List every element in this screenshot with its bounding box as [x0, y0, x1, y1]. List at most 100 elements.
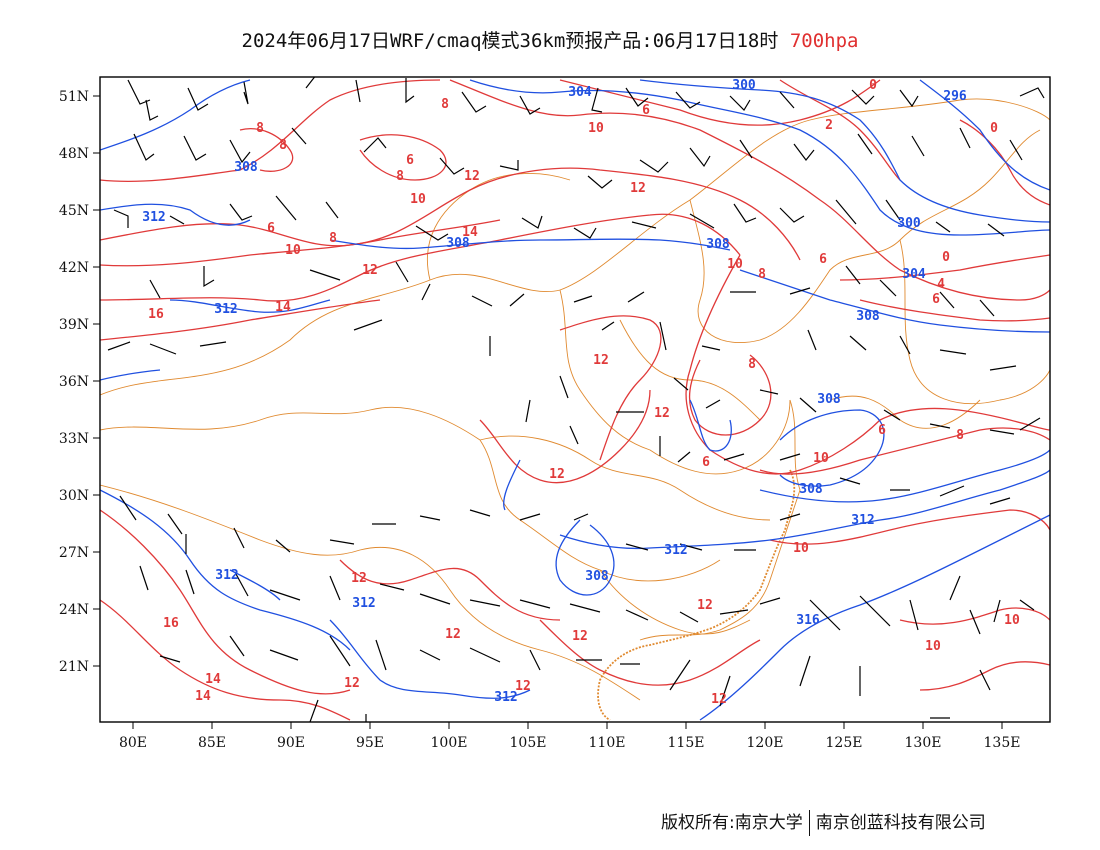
copyright-company: 南京创蓝科技有限公司	[815, 813, 986, 833]
copyright-owner: 版权所有:南京大学	[661, 813, 803, 833]
temp-label: 10	[793, 541, 809, 556]
height-label: 308	[234, 160, 258, 175]
lon-label: 125E	[826, 735, 863, 751]
temp-label: 12	[515, 679, 531, 694]
temp-label: 10	[588, 121, 604, 136]
temp-label: 6	[406, 153, 414, 168]
temp-label: 12	[654, 406, 670, 421]
height-label: 300	[732, 78, 756, 93]
lon-label: 120E	[747, 735, 784, 751]
temp-label: 6	[702, 455, 710, 470]
wind-barbs	[107, 77, 1045, 722]
height-label: 312	[214, 302, 237, 317]
height-label: 308	[817, 392, 841, 407]
height-label: 308	[446, 236, 470, 251]
temp-label: 14	[462, 225, 478, 240]
height-contours	[100, 79, 1050, 721]
temp-label: 12	[711, 692, 727, 707]
height-label: 312	[851, 513, 874, 528]
lat-label: 33N	[59, 431, 89, 447]
temp-label: 14	[205, 672, 221, 687]
temp-label: 8	[279, 138, 287, 153]
temp-label: 6	[878, 423, 886, 438]
temp-label: 12	[697, 598, 713, 613]
lon-ticks	[132, 722, 1003, 729]
lat-label: 51N	[59, 89, 89, 105]
temp-label: 8	[256, 121, 264, 136]
temp-label: 14	[195, 689, 211, 704]
plot-frame	[99, 76, 1051, 723]
lon-label: 80E	[119, 735, 147, 751]
temp-label: 16	[148, 307, 164, 322]
temp-label: 12	[445, 627, 461, 642]
temp-label: 12	[572, 629, 588, 644]
height-label: 312	[142, 210, 165, 225]
copyright-footer: 版权所有:南京大学 南京创蓝科技有限公司	[661, 808, 986, 836]
lon-label: 105E	[510, 735, 547, 751]
temp-label: 10	[813, 451, 829, 466]
lon-label: 90E	[277, 735, 305, 751]
temp-label: 10	[1004, 613, 1020, 628]
temp-label: 10	[410, 192, 426, 207]
lon-label: 130E	[905, 735, 942, 751]
temp-label: 2	[825, 118, 833, 133]
lat-label: 36N	[59, 374, 89, 390]
height-label: 312	[215, 568, 238, 583]
lon-label: 115E	[668, 735, 705, 751]
temp-label: 0	[990, 121, 998, 136]
lat-label: 21N	[59, 659, 89, 675]
lat-label: 24N	[59, 602, 89, 618]
temp-label: 8	[396, 169, 404, 184]
height-label: 316	[796, 613, 820, 628]
map-title: 2024年06月17日WRF/cmaq模式36km预报产品:06月17日18时 …	[0, 26, 1100, 53]
height-label: 304	[568, 85, 592, 100]
temp-label: 8	[758, 267, 766, 282]
admin-borders	[100, 98, 1050, 701]
temp-label: 14	[275, 300, 291, 315]
height-label: 308	[585, 569, 609, 584]
lat-labels: 51N 48N 45N 42N 39N 36N 33N 30N 27N 24N …	[59, 89, 89, 675]
lat-ticks	[93, 95, 100, 667]
lon-label: 85E	[198, 735, 226, 751]
coastline	[597, 469, 796, 721]
lat-label: 39N	[59, 317, 89, 333]
lat-label: 30N	[59, 488, 89, 504]
temp-label: 12	[593, 353, 609, 368]
height-label: 312	[664, 543, 687, 558]
temp-label: 4	[937, 277, 945, 292]
height-label: 300	[897, 216, 921, 231]
temp-label: 10	[285, 243, 301, 258]
lat-label: 48N	[59, 146, 89, 162]
title-text: 2024年06月17日WRF/cmaq模式36km预报产品:06月17日18时	[241, 30, 779, 52]
height-label: 304	[902, 267, 926, 282]
temp-label: 16	[163, 616, 179, 631]
temp-label: 8	[956, 428, 964, 443]
lat-label: 45N	[59, 203, 89, 219]
lon-label: 95E	[356, 735, 384, 751]
temp-label: 8	[329, 231, 337, 246]
lon-label: 100E	[431, 735, 468, 751]
lon-label: 135E	[984, 735, 1021, 751]
height-label: 308	[856, 309, 880, 324]
temp-label: 10	[727, 257, 743, 272]
temp-label: 6	[819, 252, 827, 267]
height-label: 312	[494, 690, 517, 705]
lon-labels: 80E 85E 90E 95E 100E 105E 110E 115E 120E…	[119, 735, 1021, 751]
temp-label: 10	[925, 639, 941, 654]
temp-label: 8	[441, 97, 449, 112]
temp-label: 0	[942, 250, 950, 265]
height-label: 308	[706, 237, 730, 252]
temperature-contours	[100, 79, 1050, 721]
temp-label: 12	[362, 263, 378, 278]
temp-label: 8	[748, 357, 756, 372]
pressure-level: 700hpa	[789, 30, 859, 52]
lon-label: 110E	[589, 735, 626, 751]
height-label: 308	[799, 482, 823, 497]
height-labels: 304 300 296 308 312 300 304 308 308 312 …	[142, 78, 967, 705]
height-label: 312	[352, 596, 375, 611]
temp-label: 12	[464, 169, 480, 184]
temp-label: 12	[344, 676, 360, 691]
temp-label: 0	[869, 78, 877, 93]
height-label: 296	[943, 89, 967, 104]
